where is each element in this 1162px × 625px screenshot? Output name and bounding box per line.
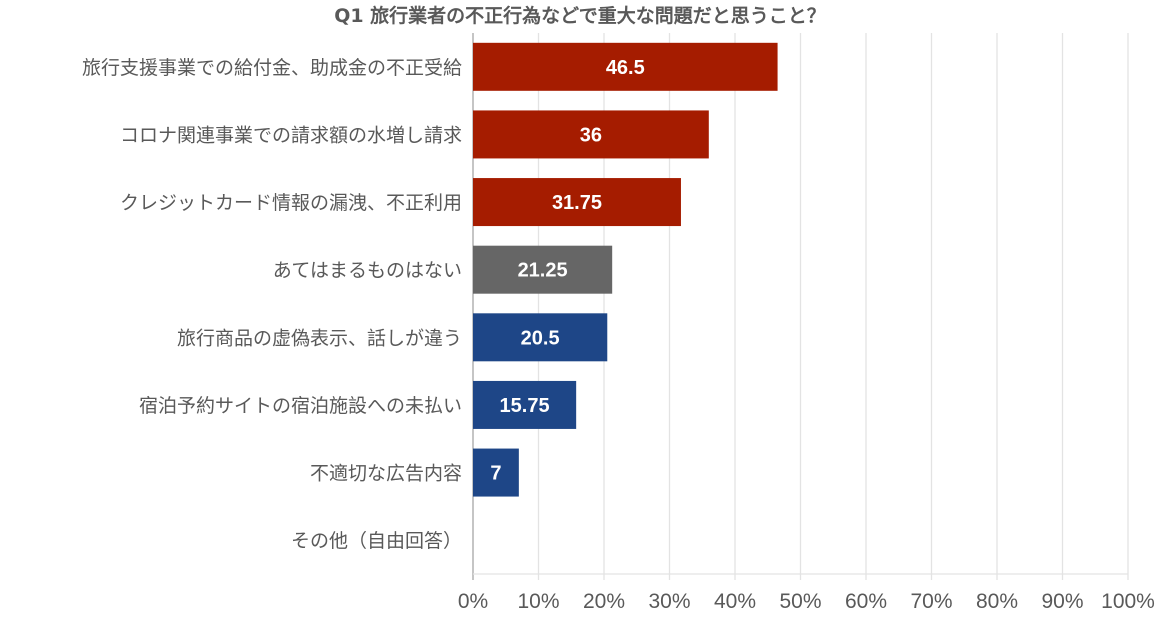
bar — [473, 178, 681, 227]
bar — [473, 313, 608, 362]
x-tick-label: 50% — [779, 590, 821, 613]
x-tick-label: 20% — [583, 590, 625, 613]
category-label: 不適切な広告内容 — [310, 463, 462, 485]
chart-title: Q1 旅行業者の不正行為などで重大な問題だと思うこと？ — [334, 4, 826, 27]
bar — [473, 110, 709, 159]
x-tick-label: 80% — [976, 590, 1018, 613]
category-label: コロナ関連事業での請求額の水増し請求 — [120, 124, 462, 146]
x-tick-label: 60% — [845, 590, 887, 613]
data-label: 46.5 — [606, 57, 645, 79]
x-tick-label: 100% — [1101, 590, 1155, 613]
data-label: 36 — [580, 124, 602, 146]
category-label: 旅行商品の虚偽表示、話しが違う — [177, 327, 462, 349]
x-tick-label: 30% — [648, 590, 690, 613]
data-label: 21.25 — [518, 260, 568, 282]
x-axis-ticks: 0% 10% 20% 30% 40% 50% 60% 70% 80% 90% 100% — [458, 590, 1155, 613]
category-label: 宿泊予約サイトの宿泊施設への未払い — [139, 395, 462, 417]
category-labels: 旅行支援事業での給付金、助成金の不正受給コロナ関連事業での請求額の水増し請求クレ… — [82, 57, 462, 552]
category-label: その他（自由回答） — [291, 530, 462, 552]
x-tick-label: 70% — [910, 590, 952, 613]
data-label: 31.75 — [552, 192, 602, 214]
bar — [473, 42, 778, 91]
x-tick-label: 10% — [517, 590, 559, 613]
data-label: 7 — [490, 463, 501, 485]
x-tick-label: 40% — [714, 590, 756, 613]
data-label: 15.75 — [500, 395, 550, 417]
bars: 46.5 36 31.75 21.25 20.5 15.75 7 — [473, 42, 778, 497]
category-label: あてはまるものはない — [273, 260, 462, 282]
bar — [473, 448, 519, 497]
category-label: クレジットカード情報の漏洩、不正利用 — [120, 192, 462, 214]
data-label: 20.5 — [521, 327, 560, 349]
x-tick-label: 90% — [1041, 590, 1083, 613]
category-label: 旅行支援事業での給付金、助成金の不正受給 — [82, 57, 462, 79]
x-tick-label: 0% — [458, 590, 488, 613]
bar — [473, 380, 577, 429]
bar — [473, 245, 613, 294]
